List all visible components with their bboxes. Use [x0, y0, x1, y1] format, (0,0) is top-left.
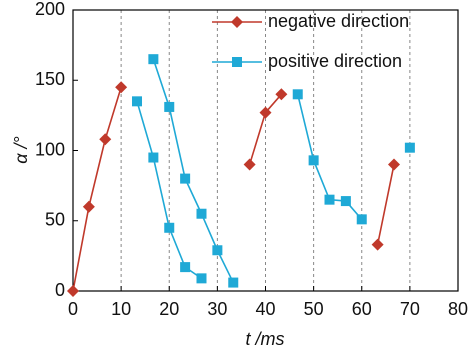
- x-tick-label: 30: [207, 299, 227, 319]
- marker: [148, 152, 159, 163]
- marker: [340, 196, 351, 207]
- series-line: [137, 59, 410, 282]
- y-tick-label: 100: [35, 139, 65, 159]
- legend-marker: [231, 16, 243, 28]
- marker: [324, 194, 335, 205]
- x-tick-label: 20: [159, 299, 179, 319]
- series-line: [72, 87, 395, 292]
- marker: [292, 89, 303, 100]
- x-tick-label: 80: [448, 299, 468, 319]
- y-tick-label: 0: [55, 280, 65, 300]
- marker: [371, 238, 384, 251]
- y-axis-label: α /°: [11, 136, 31, 163]
- marker: [404, 142, 415, 153]
- x-tick-label: 60: [352, 299, 372, 319]
- y-tick-label: 50: [45, 210, 65, 230]
- marker: [275, 88, 288, 101]
- plot-frame: [72, 9, 459, 292]
- marker: [67, 285, 79, 297]
- x-tick-label: 40: [255, 299, 275, 319]
- legend-label: positive direction: [268, 51, 402, 71]
- legend-label: negative direction: [268, 11, 409, 31]
- x-tick-label: 10: [111, 299, 131, 319]
- marker: [148, 54, 159, 65]
- x-axis-label: t /ms: [246, 329, 285, 349]
- marker: [243, 158, 256, 171]
- marker: [82, 200, 95, 213]
- marker: [164, 222, 175, 233]
- marker: [308, 155, 319, 166]
- x-tick-label: 50: [304, 299, 324, 319]
- marker: [180, 173, 191, 184]
- marker: [259, 106, 272, 119]
- marker: [196, 273, 207, 284]
- marker: [164, 101, 175, 112]
- marker: [180, 262, 191, 273]
- marker: [212, 245, 223, 256]
- y-tick-label: 150: [35, 69, 65, 89]
- marker: [387, 158, 400, 171]
- marker: [228, 277, 239, 288]
- marker: [356, 214, 367, 225]
- marker: [132, 96, 143, 107]
- marker: [196, 208, 207, 219]
- x-tick-label: 70: [400, 299, 420, 319]
- marker: [115, 81, 128, 94]
- marker: [99, 133, 112, 146]
- x-tick-label: 0: [68, 299, 78, 319]
- legend-marker: [232, 57, 242, 67]
- y-tick-label: 200: [35, 0, 65, 19]
